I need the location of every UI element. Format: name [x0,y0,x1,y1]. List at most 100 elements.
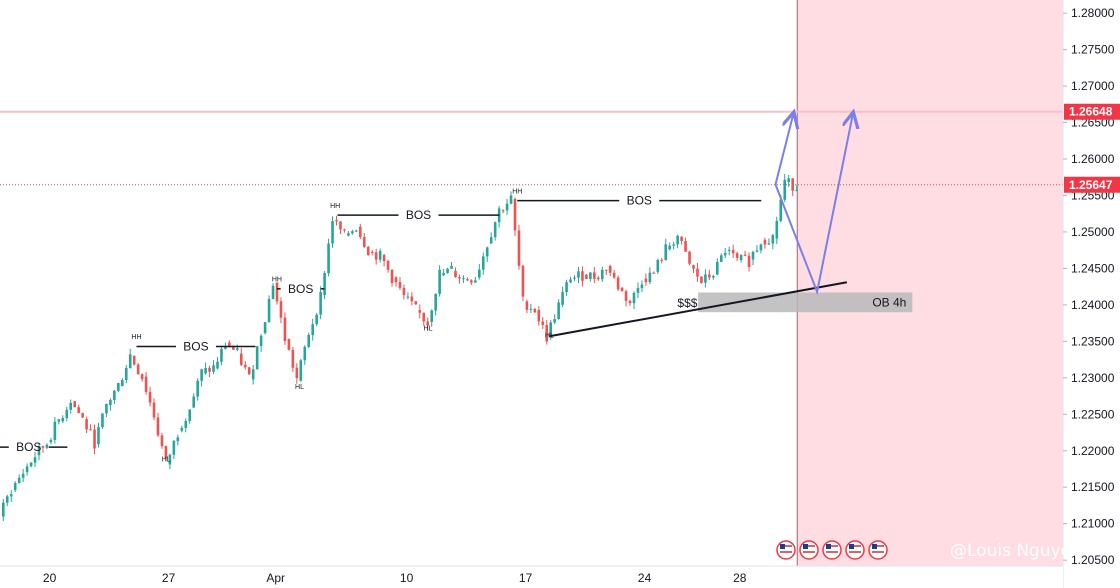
candle-body [5,496,9,503]
candle-body [33,457,37,463]
candle-body [612,272,616,278]
candle-body [533,308,537,313]
price-badge [1064,176,1120,193]
candle-body [549,322,552,337]
time-axis[interactable]: 20 27 Apr 10 17 24 28 [0,565,1063,588]
candle-body [331,221,334,244]
candle-body [450,265,453,269]
candle-body [49,439,53,443]
us-flag-icon[interactable] [799,540,819,560]
price-tick-label: 1.22500 [1071,407,1115,421]
candle-body [307,334,311,347]
flag-canton [803,544,808,549]
candle-body [600,269,604,280]
candle-body [747,255,751,268]
candle-body [719,255,723,262]
candle-body [696,268,699,277]
candle-body [279,301,283,318]
price-axis[interactable]: 1.280001.275001.270001.265001.260001.255… [1062,0,1120,588]
candle-body [208,367,211,372]
us-flag-icon[interactable] [822,540,842,560]
us-flag-icon[interactable] [868,540,888,560]
candle-body [386,260,390,270]
watermark-text: @Louis Nguyen [950,541,1082,561]
candle-body [192,396,195,408]
candle-body [9,494,13,497]
candle-body [478,269,481,278]
candle-body [148,391,152,403]
candle-body [466,279,469,281]
candle-body [474,280,477,283]
candle-body [136,364,140,375]
price-tick-label: 1.21000 [1071,517,1115,531]
candle-body [779,199,783,221]
candle-body [37,446,41,456]
order-block-label: OB 4h [872,295,906,309]
us-flag-icon[interactable] [845,540,865,560]
candle-body [775,220,779,239]
candle-body [335,220,338,222]
candle-body [422,312,426,322]
flag-canton [849,544,854,549]
candle-body [565,282,568,293]
candle-body [65,409,69,419]
candle-body [232,346,235,350]
candle-body [537,310,541,322]
candle-body [581,271,584,281]
candle-body [259,335,263,347]
price-tick-label: 1.23000 [1071,371,1115,385]
candle-body [529,308,533,310]
candle-body [351,231,354,234]
candle-body [291,349,295,368]
candle-body [676,235,679,245]
candle-body [17,477,21,484]
candle-body [327,243,330,274]
time-tick-label: 20 [43,571,57,585]
candle-body [73,401,76,408]
flag-canton [780,544,785,549]
candle-body [247,367,251,375]
candle-body [53,421,57,440]
candle-body [216,361,219,369]
swing-label: HH [330,203,340,210]
candle-body [299,360,303,381]
candle-body [61,418,65,422]
candle-body [434,293,437,311]
candle-body [672,244,675,246]
candle-body [438,269,441,294]
swing-label: HH [131,334,141,341]
flag-ring [776,540,796,560]
us-flag-icon[interactable] [776,540,796,560]
candle-body [481,256,485,270]
candle-body [200,369,203,381]
candle-body [692,265,695,269]
price-tick-label: 1.27500 [1071,43,1115,57]
projection-arrow-long [774,114,853,296]
candle-body [255,346,259,370]
candle-body [156,417,160,436]
time-tick-label: 28 [733,571,747,585]
candle-body [105,403,108,414]
candle-body [426,321,430,326]
candle-body [608,265,612,273]
candle-body [113,390,116,401]
candle-body [751,251,755,260]
candle-body [311,324,314,336]
candle-body [525,301,529,310]
candle-body [795,189,798,191]
candle-body [263,322,267,334]
candle-body [89,429,92,431]
candle-body [236,348,239,350]
candle-body [505,203,509,211]
candle-body [458,277,461,279]
price-tick-label: 1.28000 [1071,6,1115,20]
price-tick-label: 1.26000 [1071,152,1115,166]
candle-body [731,249,735,254]
candle-body [315,314,318,325]
swing-label: HH [272,277,282,284]
flag-ring [799,540,819,560]
candle-body [739,254,743,261]
candle-body [569,279,572,283]
